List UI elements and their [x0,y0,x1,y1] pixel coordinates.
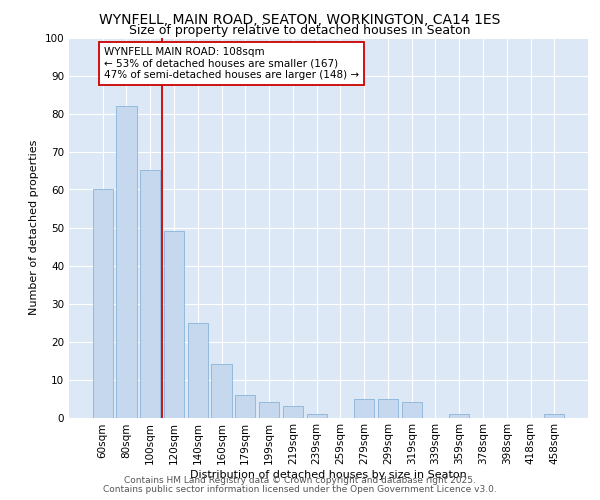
Bar [188,322,208,418]
Bar [544,414,565,418]
Bar [283,406,303,417]
Bar [140,170,160,418]
Text: Contains public sector information licensed under the Open Government Licence v3: Contains public sector information licen… [103,485,497,494]
Text: Contains HM Land Registry data © Crown copyright and database right 2025.: Contains HM Land Registry data © Crown c… [124,476,476,485]
Bar [449,414,469,418]
Bar [92,190,113,418]
Bar [259,402,279,417]
Text: WYNFELL MAIN ROAD: 108sqm
← 53% of detached houses are smaller (167)
47% of semi: WYNFELL MAIN ROAD: 108sqm ← 53% of detac… [104,47,359,80]
Bar [116,106,137,418]
Bar [164,232,184,418]
Bar [235,394,256,417]
Bar [307,414,327,418]
X-axis label: Distribution of detached houses by size in Seaton: Distribution of detached houses by size … [190,470,467,480]
Bar [354,398,374,417]
Text: Size of property relative to detached houses in Seaton: Size of property relative to detached ho… [129,24,471,37]
Y-axis label: Number of detached properties: Number of detached properties [29,140,39,315]
Text: WYNFELL, MAIN ROAD, SEATON, WORKINGTON, CA14 1ES: WYNFELL, MAIN ROAD, SEATON, WORKINGTON, … [100,12,500,26]
Bar [211,364,232,418]
Bar [401,402,422,417]
Bar [378,398,398,417]
